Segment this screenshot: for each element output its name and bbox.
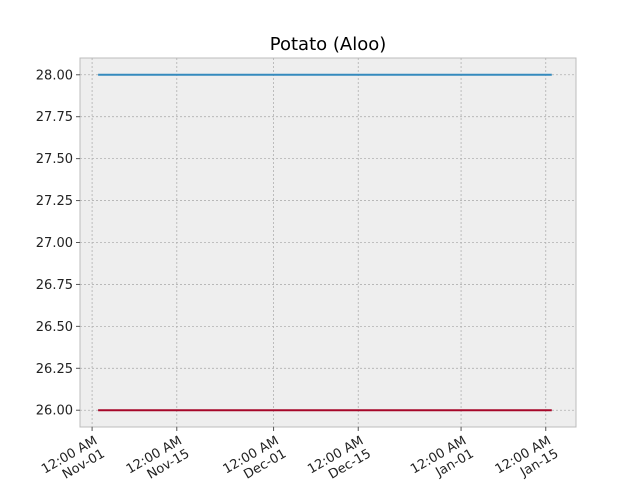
y-tick-label: 26.75	[36, 278, 73, 293]
series-group	[98, 73, 552, 412]
y-axis: 26.00 26.25 26.50 26.75 27.00 27.25 27.50 27.75…	[36, 68, 80, 419]
y-tick-label: 26.25	[36, 362, 73, 377]
y-tick-label: 27.75	[36, 110, 73, 125]
y-tick-label: 26.00	[36, 404, 73, 419]
y-tick-label: 27.25	[36, 194, 73, 209]
chart-title: Potato (Aloo)	[270, 34, 387, 55]
y-tick-label: 27.50	[36, 152, 73, 167]
y-tick-label: 28.00	[36, 68, 73, 83]
y-tick-label: 27.00	[36, 236, 73, 251]
y-tick-label: 26.50	[36, 320, 73, 335]
